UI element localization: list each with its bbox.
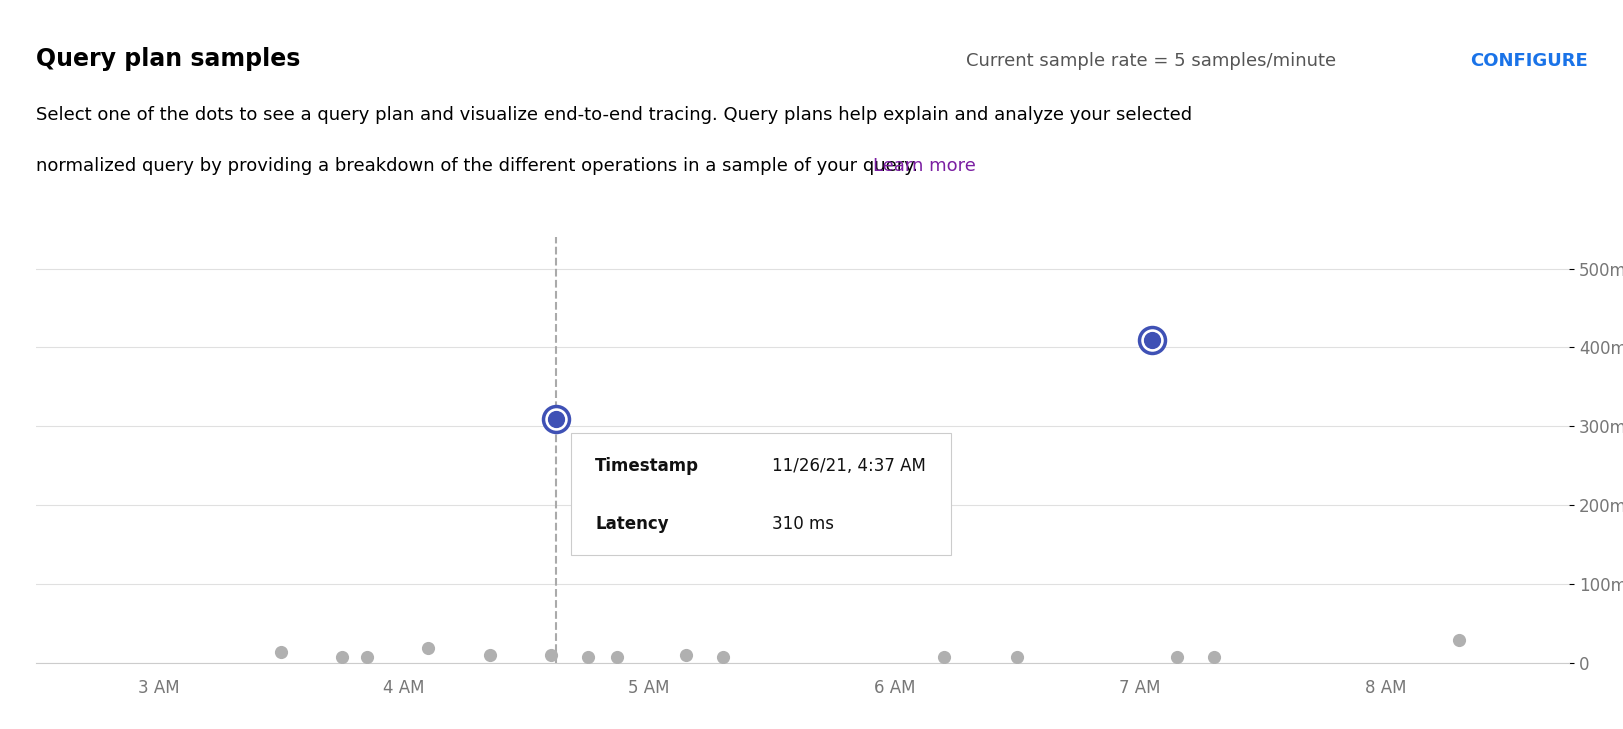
Text: Query plan samples: Query plan samples bbox=[36, 47, 300, 71]
Point bbox=[930, 651, 956, 663]
Point bbox=[354, 651, 380, 663]
Point bbox=[709, 651, 735, 663]
Point bbox=[477, 650, 503, 661]
Point bbox=[415, 642, 441, 653]
Point bbox=[1164, 651, 1190, 663]
Text: Select one of the dots to see a query plan and visualize end-to-end tracing. Que: Select one of the dots to see a query pl… bbox=[36, 106, 1191, 124]
Point bbox=[1139, 334, 1165, 346]
Point bbox=[329, 651, 355, 663]
Point bbox=[1201, 651, 1227, 663]
Text: Timestamp: Timestamp bbox=[596, 457, 700, 475]
Text: 11/26/21, 4:37 AM: 11/26/21, 4:37 AM bbox=[773, 457, 925, 475]
FancyBboxPatch shape bbox=[571, 433, 951, 555]
Text: Current sample rate = 5 samples/minute: Current sample rate = 5 samples/minute bbox=[966, 52, 1336, 71]
Text: Learn more: Learn more bbox=[873, 157, 975, 175]
Point bbox=[604, 651, 630, 663]
Point bbox=[1005, 651, 1031, 663]
Point bbox=[575, 651, 601, 663]
Point bbox=[539, 650, 565, 661]
Text: 310 ms: 310 ms bbox=[773, 515, 834, 533]
Point bbox=[1139, 334, 1165, 346]
Text: normalized query by providing a breakdown of the different operations in a sampl: normalized query by providing a breakdow… bbox=[36, 157, 923, 175]
Point bbox=[544, 413, 570, 424]
Text: Latency: Latency bbox=[596, 515, 669, 533]
Point bbox=[544, 413, 570, 424]
Point bbox=[674, 650, 700, 661]
Point bbox=[268, 646, 294, 658]
Text: CONFIGURE: CONFIGURE bbox=[1470, 52, 1589, 71]
Point bbox=[1446, 634, 1472, 646]
